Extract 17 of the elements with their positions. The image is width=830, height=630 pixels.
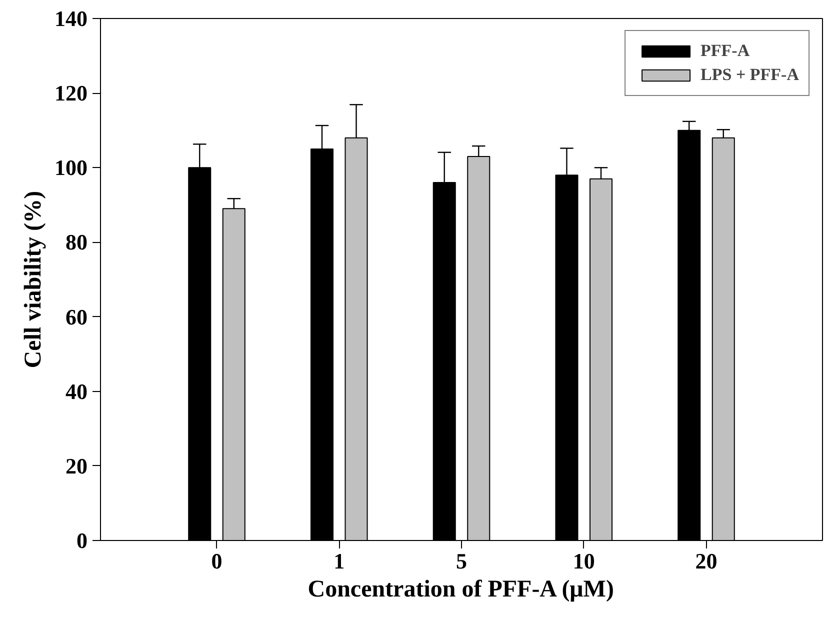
y-axis-title: Cell viability (%)	[20, 190, 46, 368]
x-tick-label: 1	[334, 548, 345, 574]
y-tick-label: 60	[66, 304, 88, 330]
x-tick-label: 10	[572, 548, 595, 574]
y-tick-label: 80	[66, 230, 88, 255]
y-tick-label: 100	[54, 155, 88, 180]
legend-label: LPS + PFF-A	[700, 65, 799, 85]
x-tick-label: 0	[211, 548, 222, 574]
y-tick-label: 40	[66, 378, 88, 404]
y-tick-label: 140	[54, 6, 88, 31]
y-tick-label: 20	[66, 453, 88, 478]
x-tick-label: 20	[695, 548, 718, 574]
x-axis-title: Concentration of PFF-A (μM)	[308, 576, 614, 602]
legend-label: PFF-A	[700, 41, 750, 61]
y-tick-label: 120	[54, 80, 88, 106]
x-tick-label: 5	[456, 548, 467, 574]
y-tick-label: 0	[76, 528, 88, 553]
